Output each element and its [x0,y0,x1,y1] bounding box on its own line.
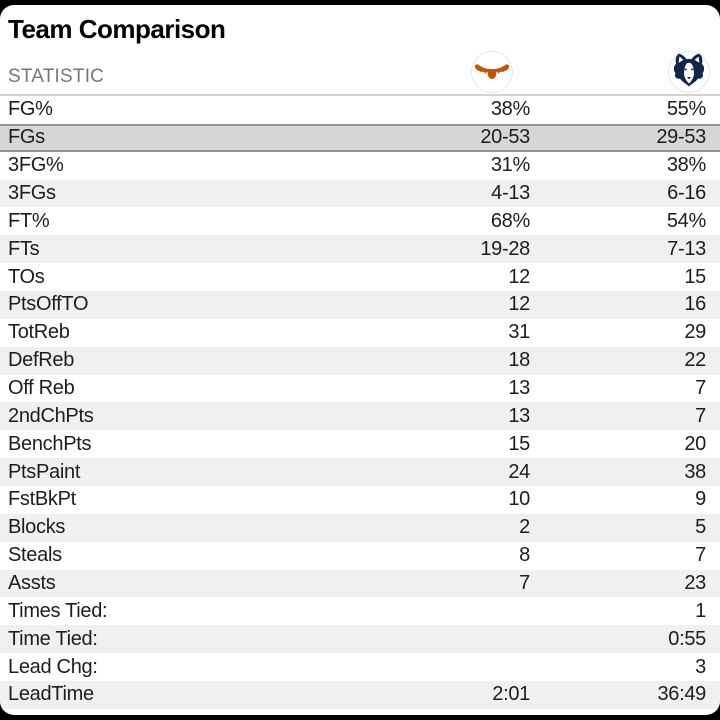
table-row[interactable]: 2ndChPts 13 7 [0,402,720,431]
team2-value: 20 [684,432,706,455]
stat-label: Off Reb [8,377,75,400]
table-row[interactable]: FT% 68% 54% [0,207,720,236]
stats-table: FG% 38% 55% FGs 20-53 29-53 3FG% 31% 38%… [0,96,720,709]
team1-value: 19-28 [480,237,530,260]
page-title: Team Comparison [8,14,226,44]
table-row[interactable]: TotReb 31 29 [0,318,720,347]
table-row[interactable]: Assts 7 23 [0,569,720,598]
table-row[interactable]: DefReb 18 22 [0,346,720,375]
team-comparison-card: Team Comparison STATISTIC [0,5,720,715]
stat-label: PtsOffTO [8,293,89,316]
team1-value: 8 [519,544,530,567]
table-row[interactable]: PtsPaint 24 38 [0,458,720,487]
team2-value: 0:55 [668,627,706,650]
team1-value: 4-13 [491,182,530,204]
table-row[interactable]: Steals 8 7 [0,541,720,570]
team1-value: 2 [519,516,530,539]
team2-value: 7 [695,377,706,400]
team1-value: 7 [519,572,530,595]
table-row[interactable]: FTs 19-28 7-13 [0,235,720,264]
team2-value: 15 [684,265,706,288]
stat-label: Blocks [8,516,66,539]
team1-value: 13 [508,377,530,400]
stat-label: TotReb [8,321,70,344]
table-row[interactable]: Blocks 2 5 [0,513,720,542]
team1-value: 12 [508,265,530,288]
team1-value: 13 [508,404,530,427]
table-row[interactable]: 3FG% 31% 38% [0,151,720,180]
stat-label: Lead Chg: [8,655,98,678]
stat-label: TOs [8,265,45,288]
team2-value: 55% [666,98,706,121]
team1-value: 31% [490,154,530,177]
stat-label: FG% [8,98,53,121]
table-row[interactable]: TOs 12 15 [0,263,720,292]
team1-value: 2:01 [492,683,530,706]
table-row[interactable]: Times Tied: 1 [0,597,720,626]
table-row[interactable]: BenchPts 15 20 [0,430,720,459]
team2-header[interactable] [668,51,710,93]
team1-value: 18 [508,349,530,372]
table-row[interactable]: FG% 38% 55% [0,96,720,124]
team2-value: 29 [684,321,706,344]
statistic-column-header: STATISTIC [8,66,105,87]
stat-label: BenchPts [8,432,92,455]
team1-value: 20-53 [480,126,530,149]
stat-label: Times Tied: [8,599,108,622]
stat-label: Steals [8,544,62,567]
texas-longhorns-logo-icon [474,59,510,86]
team1-value: 24 [508,460,530,483]
team2-value: 23 [684,572,706,595]
team1-value: 38% [490,98,530,121]
uconn-huskies-logo-icon [671,52,707,93]
team1-value: 68% [490,209,530,232]
table-row[interactable]: PtsOffTO 12 16 [0,291,720,319]
stat-label: PtsPaint [8,460,81,483]
team2-value: 16 [684,293,706,316]
stat-label: FT% [8,209,50,232]
team2-value: 7 [695,544,706,567]
stat-label: FGs [8,126,45,149]
team2-value: 36:49 [657,683,706,706]
team2-value: 22 [684,349,706,372]
stat-label: LeadTime [8,683,94,706]
team2-value: 7 [695,404,706,427]
table-row[interactable]: Time Tied: 0:55 [0,625,720,654]
team2-value: 5 [695,516,706,539]
table-row[interactable]: Lead Chg: 3 [0,653,720,682]
table-row[interactable]: Off Reb 13 7 [0,374,720,403]
table-row[interactable]: LeadTime 2:01 36:49 [0,681,720,709]
stat-label: DefReb [8,349,75,372]
team2-value: 54% [666,209,706,232]
team1-value: 10 [508,488,530,511]
team2-value: 38 [684,460,706,483]
team2-value: 38% [666,154,706,177]
stat-label: 3FG% [8,154,64,177]
stat-label: Time Tied: [8,627,98,650]
table-row[interactable]: 3FGs 4-13 6-16 [0,179,720,208]
stat-label: 3FGs [8,182,56,204]
table-row[interactable]: FGs 20-53 29-53 [0,123,720,152]
team1-value: 15 [508,432,530,455]
stat-label: 2ndChPts [8,404,94,427]
team2-value: 7-13 [667,237,706,260]
team1-value: 31 [508,321,530,344]
stat-label: Assts [8,572,56,595]
team2-value: 1 [695,599,706,622]
team2-value: 6-16 [667,182,706,204]
table-header: STATISTIC [0,48,720,96]
stat-label: FstBkPt [8,488,76,511]
table-row[interactable]: FstBkPt 10 9 [0,486,720,514]
team1-value: 12 [508,293,530,316]
team2-value: 3 [695,655,706,678]
team2-value: 9 [695,488,706,511]
stat-label: FTs [8,237,40,260]
team1-header[interactable] [471,51,513,93]
team2-value: 29-53 [656,126,706,149]
